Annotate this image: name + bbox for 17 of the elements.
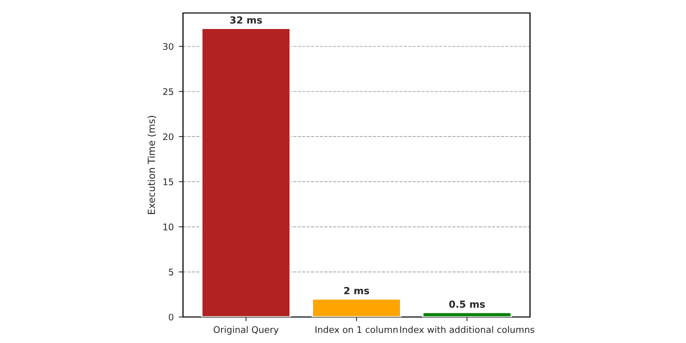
x-tick-label: Index with additional columns [400, 326, 534, 334]
y-axis-title: Execution Time (ms) [148, 116, 156, 214]
bar [201, 28, 291, 317]
bar [422, 312, 512, 317]
data-label: 0.5 ms [449, 300, 485, 308]
y-tick-label: 15 [163, 178, 174, 186]
x-tick-label: Index on 1 column [316, 326, 398, 334]
y-tick-label: 25 [163, 88, 174, 96]
y-tick-label: 30 [163, 43, 174, 50]
y-tick-label: 0 [168, 314, 174, 321]
y-tick-label: 20 [163, 133, 174, 140]
bar [312, 298, 402, 317]
x-tick-label: Original Query [214, 326, 279, 335]
y-tick-label: 5 [168, 268, 174, 276]
data-label: 32 ms [230, 16, 262, 24]
data-label: 2 ms [344, 286, 370, 294]
y-tick-label: 10 [163, 224, 174, 230]
